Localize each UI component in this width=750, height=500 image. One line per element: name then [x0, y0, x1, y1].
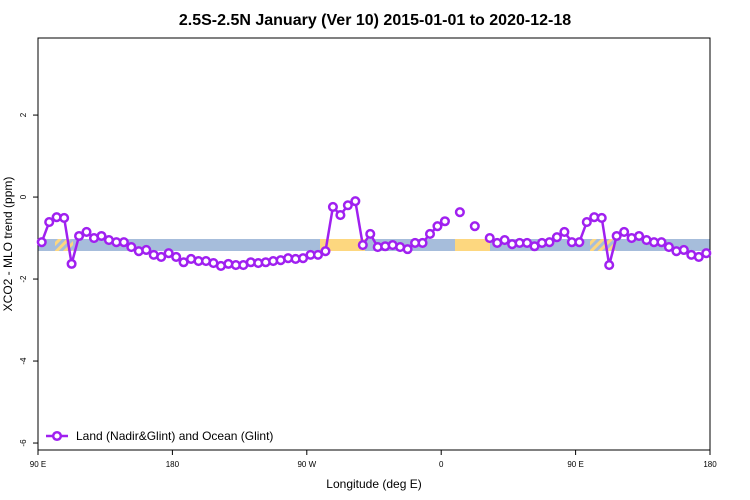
data-point — [701, 248, 712, 259]
data-point — [663, 242, 674, 253]
data-point — [432, 221, 443, 232]
data-point — [604, 260, 615, 271]
data-point — [66, 258, 77, 269]
data-point — [402, 244, 413, 255]
data-point — [81, 226, 92, 237]
data-point — [59, 212, 70, 224]
data-point — [118, 237, 129, 248]
x-tick-label: 90 E — [30, 460, 46, 469]
data-point — [96, 230, 107, 242]
data-point — [44, 217, 55, 228]
data-point — [335, 210, 346, 221]
data-point — [126, 242, 137, 253]
data-point — [611, 230, 622, 242]
legend-item: Land (Nadir&Glint) and Ocean (Glint) — [46, 429, 273, 443]
data-point — [163, 248, 174, 259]
data-point — [312, 249, 324, 260]
y-tick-label: -2 — [19, 275, 28, 283]
data-point — [574, 237, 585, 248]
data-point — [596, 212, 607, 224]
x-tick-label: 90 E — [567, 460, 583, 469]
data-point — [551, 232, 562, 243]
legend-label: Land (Nadir&Glint) and Ocean (Glint) — [76, 429, 273, 443]
data-point — [171, 251, 182, 262]
data-point — [141, 244, 152, 255]
x-axis-label: Longitude (deg E) — [326, 477, 421, 491]
data-point — [619, 226, 630, 237]
data-point — [424, 228, 436, 240]
data-point — [454, 207, 465, 218]
data-point — [439, 216, 450, 227]
data-point — [693, 251, 704, 262]
data-point — [417, 237, 428, 249]
y-tick-label: 0 — [19, 194, 28, 199]
legend-marker — [51, 430, 63, 442]
data-point — [559, 226, 570, 237]
x-tick-label: 90 W — [297, 460, 316, 469]
data-point — [484, 233, 495, 244]
data-point — [74, 230, 85, 242]
data-point — [327, 201, 338, 212]
data-point — [499, 235, 510, 246]
x-tick-label: 180 — [166, 460, 180, 469]
data-point — [350, 196, 361, 207]
x-tick-label: 0 — [439, 460, 444, 469]
data-point — [156, 251, 167, 262]
data-point — [634, 230, 645, 242]
data-point — [342, 200, 353, 211]
y-tick-label: -4 — [19, 357, 28, 365]
data-point — [320, 246, 331, 257]
data-point — [581, 217, 592, 228]
data-point — [36, 237, 47, 248]
chart-title: 2.5S-2.5N January (Ver 10) 2015-01-01 to… — [179, 12, 571, 29]
data-point — [357, 239, 368, 251]
x-tick-label: 180 — [703, 460, 717, 469]
data-point — [678, 244, 689, 255]
y-tick-label: -6 — [19, 439, 28, 447]
data-point — [365, 228, 376, 240]
data-point — [544, 237, 555, 248]
data-point — [469, 221, 480, 232]
y-axis-label: XCO2 - MLO trend (ppm) — [1, 177, 15, 312]
data-point — [656, 237, 667, 248]
y-tick-label: 2 — [19, 112, 28, 117]
